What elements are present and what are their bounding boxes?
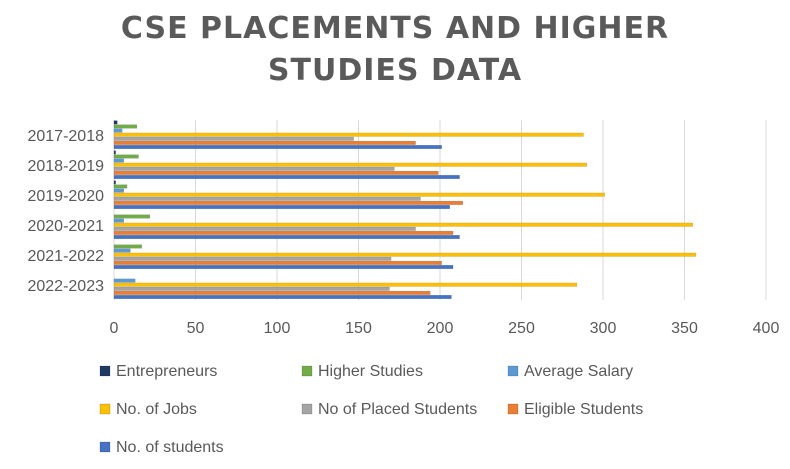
legend-label: Eligible Students — [524, 401, 643, 418]
x-tick-label: 200 — [427, 320, 454, 337]
bar — [113, 175, 460, 179]
legend-item: Eligible Students — [507, 401, 643, 418]
bar — [113, 120, 118, 125]
bar — [113, 290, 431, 295]
y-tick-label: 2017-2018 — [27, 128, 104, 145]
legend-swatch — [507, 403, 519, 415]
x-tick-label: 50 — [187, 320, 205, 337]
bar — [113, 282, 578, 287]
bar — [113, 244, 142, 249]
legend-swatch — [99, 441, 111, 453]
bar — [113, 188, 124, 193]
legend-swatch — [301, 403, 313, 415]
bar — [113, 124, 138, 129]
bar — [113, 214, 151, 219]
bar — [113, 192, 605, 197]
bar — [113, 154, 139, 159]
legend-label: Entrepreneurs — [116, 363, 217, 380]
bar — [113, 230, 454, 235]
bar — [113, 128, 123, 133]
legend-item: No. of Jobs — [99, 401, 197, 418]
legend-label: No. of students — [116, 439, 224, 456]
legend-label: Higher Studies — [318, 363, 423, 380]
bar — [113, 166, 395, 171]
bar — [113, 184, 128, 189]
bar — [113, 145, 442, 149]
bar — [113, 226, 416, 231]
bar — [113, 180, 116, 185]
legend-swatch — [301, 365, 313, 377]
y-tick-label: 2022-2023 — [27, 278, 104, 295]
bar — [113, 136, 354, 141]
bar — [113, 150, 116, 155]
bar — [113, 158, 124, 163]
x-tick-label: 250 — [508, 320, 535, 337]
bar — [113, 222, 693, 227]
legend-item: Average Salary — [507, 363, 633, 380]
bar — [113, 248, 131, 253]
x-tick-label: 350 — [671, 320, 698, 337]
legend-label: No of Placed Students — [318, 401, 477, 418]
bar — [113, 218, 124, 223]
legend-swatch — [99, 403, 111, 415]
y-tick-label: 2020-2021 — [27, 218, 104, 235]
bar — [113, 140, 416, 145]
legend-item: Entrepreneurs — [99, 363, 217, 380]
bar — [113, 278, 136, 283]
bar — [113, 132, 584, 137]
bar — [113, 170, 439, 175]
bar — [113, 295, 452, 299]
x-tick-label: 150 — [345, 320, 372, 337]
bar — [113, 200, 464, 205]
bar — [113, 260, 442, 265]
bar — [113, 235, 460, 239]
legend-swatch — [99, 365, 111, 377]
x-tick-label: 0 — [110, 320, 119, 337]
y-tick-label: 2019-2020 — [27, 188, 104, 205]
legend-swatch — [507, 365, 519, 377]
y-tick-label: 2018-2019 — [27, 158, 104, 175]
bar — [113, 162, 587, 167]
x-tick-label: 300 — [590, 320, 617, 337]
x-tick-label: 100 — [264, 320, 291, 337]
bar — [113, 265, 454, 269]
bar — [113, 252, 697, 257]
legend-item: No of Placed Students — [301, 401, 477, 418]
legend-item: Higher Studies — [301, 363, 423, 380]
y-tick-label: 2021-2022 — [27, 248, 104, 265]
bar — [113, 205, 450, 209]
legend-label: Average Salary — [524, 363, 633, 380]
legend-label: No. of Jobs — [116, 401, 197, 418]
bar — [113, 286, 390, 291]
x-tick-label: 400 — [753, 320, 780, 337]
chart-title: CSE PLACEMENTS AND HIGHER STUDIES DATA — [120, 11, 670, 88]
bar — [113, 256, 392, 261]
bar — [113, 196, 421, 201]
legend-item: No. of students — [99, 439, 224, 456]
